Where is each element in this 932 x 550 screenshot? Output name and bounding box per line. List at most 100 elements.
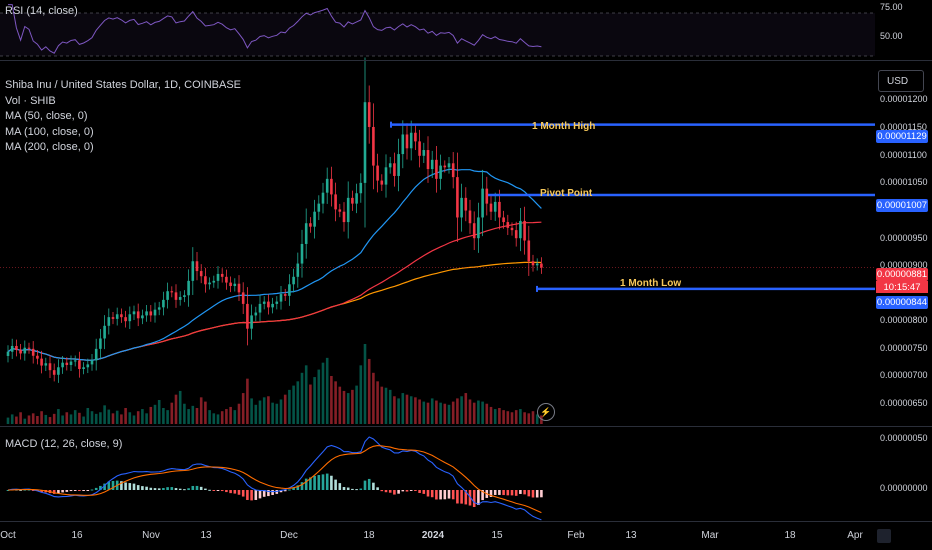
volume-bar <box>409 396 413 424</box>
macd-histogram-bar <box>384 490 388 493</box>
candle-body <box>359 182 363 194</box>
volume-bar <box>258 400 262 424</box>
ma200-legend[interactable]: MA (200, close, 0) <box>5 141 94 153</box>
lightning-icon[interactable]: ⚡ <box>537 403 555 421</box>
candle-body <box>229 282 232 287</box>
candle-body <box>447 163 451 168</box>
volume-bar <box>359 365 363 424</box>
candle-body <box>523 220 526 241</box>
volume-bar <box>304 365 308 424</box>
macd-histogram-bar <box>107 481 111 490</box>
macd-histogram-bar <box>128 483 132 490</box>
volume-bar <box>317 369 321 424</box>
volume-bar <box>451 401 455 424</box>
macd-histogram-bar <box>40 490 43 493</box>
volume-bar <box>334 381 337 424</box>
volume-bar <box>351 389 354 424</box>
volume-bar <box>166 410 169 424</box>
settings-corner[interactable] <box>877 529 891 543</box>
price-tick: 0.00000650 <box>880 398 928 408</box>
symbol-title[interactable]: Shiba Inu / United States Dollar, 1D, CO… <box>5 79 242 91</box>
macd-histogram-bar <box>250 490 253 501</box>
volume-bar <box>514 410 518 424</box>
macd-histogram-bar <box>334 479 337 490</box>
price-tick: 0.00000700 <box>880 370 928 380</box>
candle-body <box>78 360 81 370</box>
candle-body <box>111 317 115 319</box>
macd-histogram-bar <box>409 490 413 491</box>
candle-body <box>346 197 350 223</box>
candle-body <box>187 280 190 296</box>
volume-bar <box>94 413 98 424</box>
time-tick: 18 <box>363 530 375 541</box>
macd-histogram-bar <box>212 490 216 491</box>
candle-body <box>531 261 535 266</box>
candle-body <box>94 348 98 361</box>
month-high-price-tag[interactable]: 0.00001129 <box>876 130 928 143</box>
volume-bar <box>397 398 400 424</box>
time-tick: Dec <box>280 530 298 541</box>
pivot-price-tag[interactable]: 0.00001007 <box>876 199 928 212</box>
volume-bar <box>187 409 190 424</box>
rsi-label[interactable]: RSI (14, close) <box>5 5 78 17</box>
macd-histogram-bar <box>191 485 195 490</box>
candle-body <box>199 271 203 277</box>
volume-bar <box>103 405 106 424</box>
time-tick: Oct <box>0 530 16 541</box>
macd-histogram-bar <box>288 489 291 491</box>
macd-histogram-bar <box>309 477 312 490</box>
candle-body <box>82 367 85 370</box>
macd-histogram-bar <box>225 490 228 493</box>
volume-bar <box>44 414 48 424</box>
candle-body <box>19 350 22 354</box>
macd-histogram-bar <box>292 487 295 490</box>
candle-body <box>535 263 539 266</box>
candle-body <box>132 311 136 315</box>
ma50-legend[interactable]: MA (50, close, 0) <box>5 110 88 122</box>
macd-histogram-bar <box>330 475 333 490</box>
volume-bar <box>342 390 346 424</box>
ma100-line <box>7 221 542 361</box>
candle-body <box>384 167 388 185</box>
macd-histogram-bar <box>204 488 207 490</box>
volume-legend[interactable]: Vol · SHIB <box>5 94 56 107</box>
pivot-point-label: Pivot Point <box>540 188 593 199</box>
macd-histogram-bar <box>82 490 85 491</box>
volume-bar <box>485 403 489 424</box>
candle-body <box>220 273 224 277</box>
candle-body <box>44 363 48 366</box>
ma100-legend[interactable]: MA (100, close, 0) <box>5 125 94 138</box>
volume-bar <box>414 397 417 424</box>
candle-body <box>414 132 417 142</box>
macd-histogram-bar <box>468 490 472 506</box>
volume-bar <box>435 400 438 424</box>
month-low-price-tag[interactable]: 0.00000844 <box>876 296 928 309</box>
macd-label[interactable]: MACD (12, 26, close, 9) <box>5 438 123 450</box>
last-price-tag: 0.00000881 <box>876 268 928 281</box>
candle-body <box>355 193 358 204</box>
month-low-label: 1 Month Low <box>620 278 682 289</box>
volume-bar <box>283 394 287 424</box>
candle-body <box>157 307 161 310</box>
macd-histogram-bar <box>460 490 463 504</box>
candle-body <box>527 240 531 262</box>
candle-body <box>128 314 132 322</box>
volume-bar <box>489 406 493 424</box>
rsi-line <box>8 4 542 54</box>
currency-button[interactable]: USD <box>878 70 924 92</box>
volume-bar <box>300 372 304 424</box>
price-tick: 0.00001050 <box>880 177 928 187</box>
volume-bar <box>443 403 447 424</box>
candle-body <box>204 276 207 285</box>
macd-histogram-bar <box>367 478 371 490</box>
macd-histogram-bar <box>99 485 102 490</box>
candle-body <box>48 363 52 371</box>
macd-histogram-bar <box>346 487 350 490</box>
macd-line <box>7 436 542 521</box>
candle-body <box>107 317 111 326</box>
macd-histogram-bar <box>481 490 484 501</box>
candle-body <box>40 358 43 366</box>
candle-body <box>468 210 472 224</box>
macd-histogram-bar <box>283 490 287 492</box>
